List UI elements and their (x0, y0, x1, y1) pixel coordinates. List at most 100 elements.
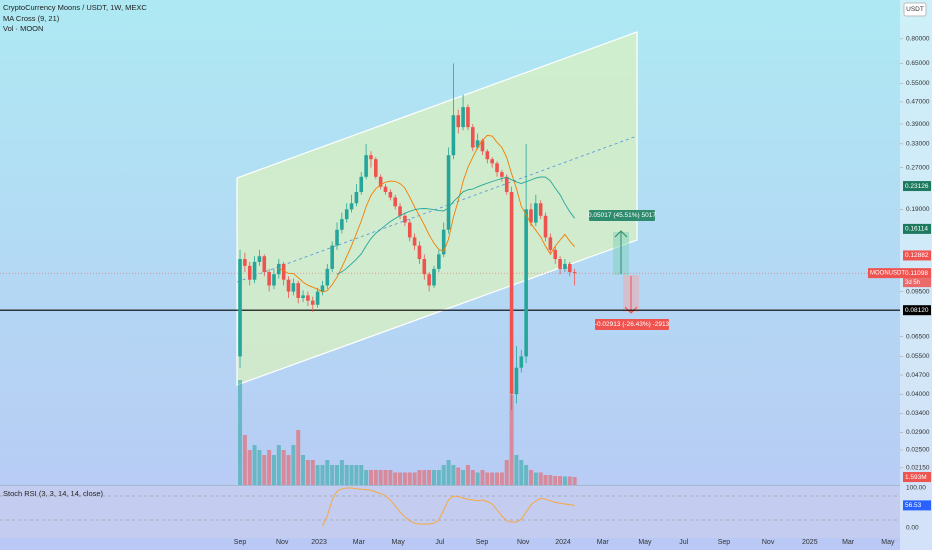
volume-bar (562, 476, 567, 485)
x-tick-label: Jul (435, 539, 444, 546)
y-tick-label: 0.33000 (906, 141, 930, 148)
volume-bar (495, 472, 500, 485)
candle-body (364, 155, 368, 177)
volume-bar (514, 455, 519, 485)
candle-body (427, 274, 431, 286)
y-tick-label: 0.02150 (906, 465, 930, 472)
candle-body (480, 140, 485, 152)
volume-bar (238, 380, 243, 485)
last-price-label: 0.11098 (905, 270, 928, 277)
measure-down-head (624, 306, 638, 314)
volume-bar (490, 472, 495, 485)
x-tick-label: Jul (679, 539, 688, 546)
volume-bar (485, 472, 490, 485)
candle-body (451, 115, 456, 156)
volume-bar (451, 465, 456, 485)
last-price-box (868, 268, 931, 279)
volume-bar (533, 472, 538, 485)
candle-body (456, 115, 461, 128)
candle-body (243, 259, 247, 266)
y-tick-label: 0.47000 (906, 99, 930, 106)
moving-average (336, 176, 575, 275)
candle-body (495, 163, 499, 173)
candle-body (403, 215, 407, 223)
y-tick-label: 0.06500 (906, 333, 930, 340)
candle-body (519, 356, 524, 368)
volume-bar (310, 460, 315, 485)
y-tick-label: 0.19000 (906, 206, 930, 213)
volume-bar (412, 472, 417, 485)
volume-bar (388, 470, 393, 485)
candle-body (485, 151, 490, 160)
volume-bar (335, 465, 340, 485)
y-tick-label: 0.39000 (906, 121, 930, 128)
candle-body (470, 127, 475, 148)
price-label-box (903, 223, 931, 234)
moving-average (278, 134, 575, 293)
volume-bar (286, 455, 291, 485)
volume-bar (553, 476, 558, 485)
candle-body (257, 256, 262, 262)
candle-body (553, 249, 558, 260)
volume-bar (436, 470, 441, 485)
stoch-line (322, 487, 575, 527)
candle-body (432, 268, 436, 286)
candle-body (359, 176, 364, 192)
candle-body (344, 209, 349, 220)
candle-body (461, 107, 465, 128)
measure-up-text: 0.05017 (45.51%) 5017 (588, 212, 656, 219)
currency-button[interactable] (903, 2, 927, 17)
volume-bar (465, 465, 470, 485)
stoch-title: Stoch RSI (3, 3, 14, 14, close) (3, 489, 104, 498)
candle-body (388, 191, 393, 198)
y-tick-label: 0.03400 (906, 410, 930, 417)
volume-bar (262, 455, 267, 485)
y-tick-label: 0.04700 (906, 372, 930, 379)
chart-title: CryptoCurrency Moons / USDT, 1W, MEXC (3, 3, 147, 12)
candle-body (383, 186, 388, 192)
candle-body (441, 229, 446, 255)
volume-bar (242, 435, 247, 485)
candle-body (378, 176, 383, 187)
volume-bar (281, 450, 286, 485)
candle-body (446, 155, 451, 230)
x-tick-label: Nov (517, 539, 530, 546)
candle-body (330, 245, 334, 269)
volume-bar (252, 445, 257, 485)
x-tick-label: Mar (353, 539, 366, 546)
price-label-box (903, 250, 931, 261)
candle-body (247, 265, 252, 280)
candle-body (524, 209, 528, 357)
volume-bar (509, 395, 514, 485)
volume-bar (330, 465, 335, 485)
candle-body (567, 263, 572, 273)
volume-bar (475, 472, 480, 485)
candle-body (437, 254, 441, 269)
candle-body (277, 263, 281, 275)
volume-bar (558, 476, 563, 485)
volume-bar (257, 450, 262, 485)
volume-bar (470, 470, 475, 485)
candle-body (301, 295, 305, 298)
countdown-box (903, 278, 931, 288)
stoch-tick-label: 0.00 (906, 525, 919, 532)
candle-body (262, 256, 267, 273)
volume-bar (301, 455, 306, 485)
candle-body (563, 263, 567, 269)
candle-body (354, 191, 359, 204)
y-tick-label: 0.09500 (906, 288, 930, 295)
volume-bar (572, 477, 577, 485)
volume-bar (548, 475, 553, 485)
volume-bar (524, 465, 529, 485)
candle-body (315, 291, 320, 305)
volume-bar (456, 467, 461, 485)
volume-bar (504, 460, 509, 485)
volume-bar (519, 460, 524, 485)
countdown: 3d 5h (905, 280, 920, 286)
candle-body (340, 219, 344, 230)
x-tick-label: May (391, 539, 405, 546)
currency-label[interactable]: USDT (906, 6, 924, 13)
volume-bar (378, 470, 383, 485)
volume-bar (567, 476, 572, 485)
